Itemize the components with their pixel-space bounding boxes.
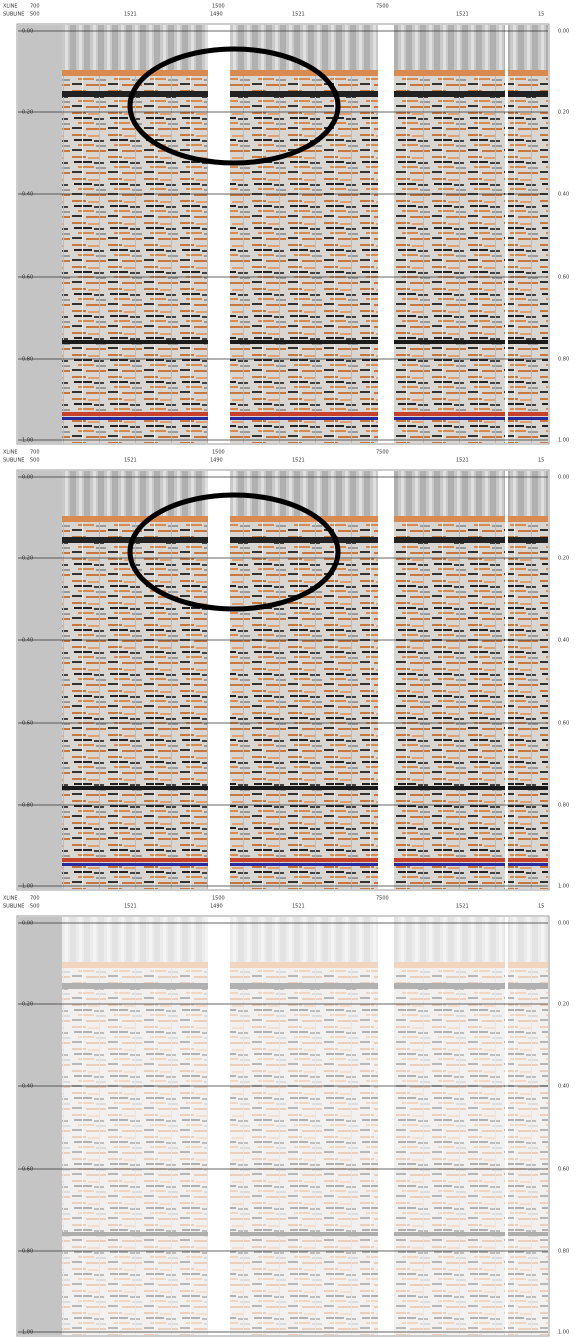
- time-label: 0.60: [22, 275, 33, 281]
- time-label: 0.60: [558, 721, 569, 727]
- axis-strip: [18, 471, 62, 889]
- header-label: XLINE: [3, 896, 18, 902]
- header-label: 1521: [124, 904, 137, 910]
- header-label: 15: [538, 458, 544, 464]
- time-label: 1.00: [558, 438, 569, 444]
- header-label: SUBLINE: [3, 12, 24, 18]
- gap: [208, 471, 230, 889]
- time-label: 0.00: [22, 921, 33, 927]
- header-label: 1521: [124, 12, 137, 18]
- time-label: 0.60: [558, 275, 569, 281]
- header-label: 1490: [210, 458, 223, 464]
- time-label: 0.00: [558, 921, 569, 927]
- seismic-data: [62, 917, 548, 1335]
- reflector: [62, 962, 548, 968]
- header-label: 7500: [376, 896, 389, 902]
- axis-strip: [18, 917, 62, 1335]
- gap: [505, 917, 508, 1335]
- time-label: 0.20: [558, 556, 569, 562]
- header-label: XLINE: [3, 4, 18, 10]
- reflector: [62, 983, 548, 989]
- gap: [505, 25, 508, 443]
- page: 0.00 0.00 0.20 0.20 0.40 0.40 0.60 0.60 0.80 0.80…: [0, 0, 578, 1338]
- time-label: 0.20: [22, 1002, 33, 1008]
- time-label: 0.00: [22, 29, 33, 35]
- time-label: 0.80: [22, 803, 33, 809]
- reflector: [62, 786, 548, 790]
- header-label: 1500: [212, 4, 225, 10]
- time-label: 0.00: [558, 475, 569, 481]
- time-label: 0.20: [22, 110, 33, 116]
- time-label: 0.80: [22, 357, 33, 363]
- header-label: 1490: [210, 12, 223, 18]
- header-label: 1521: [456, 904, 469, 910]
- header-label: SUBLINE: [3, 458, 24, 464]
- header-label: 1521: [456, 458, 469, 464]
- time-label: 0.60: [22, 1167, 33, 1173]
- header-label: 15: [538, 12, 544, 18]
- time-label: 0.00: [558, 29, 569, 35]
- reflector: [62, 516, 548, 522]
- header-label: 1500: [212, 450, 225, 456]
- header-label: SUBLINE: [3, 904, 24, 910]
- header-label: 700: [30, 4, 40, 10]
- section: [62, 917, 548, 1335]
- shallow-zone: [62, 917, 548, 962]
- time-label: 1.00: [22, 438, 33, 444]
- time-label: 0.40: [558, 1084, 569, 1090]
- time-label: 0.80: [558, 1249, 569, 1255]
- time-label: 0.20: [558, 110, 569, 116]
- gap: [208, 917, 230, 1335]
- strong-reflector: [62, 412, 548, 416]
- header-label: 1521: [292, 904, 305, 910]
- header-label: 7500: [376, 4, 389, 10]
- time-label: 0.20: [558, 1002, 569, 1008]
- seismic-panel: 0.00 0.00 0.20 0.20 0.40 0.40 0.60 0.60 0.80 0.80…: [0, 892, 578, 1338]
- gap: [378, 917, 394, 1335]
- header-label: 1521: [456, 12, 469, 18]
- header-label: 7500: [376, 450, 389, 456]
- reflector: [62, 1232, 548, 1236]
- time-label: 1.00: [558, 1330, 569, 1336]
- header-label: 15: [538, 904, 544, 910]
- time-label: 0.40: [22, 1084, 33, 1090]
- header-label: 500: [30, 12, 40, 18]
- header-label: XLINE: [3, 450, 18, 456]
- time-label: 0.80: [558, 357, 569, 363]
- header-label: 1521: [292, 458, 305, 464]
- header-label: 1490: [210, 904, 223, 910]
- header-label: 1521: [124, 458, 137, 464]
- time-label: 1.00: [558, 884, 569, 890]
- time-label: 0.80: [558, 803, 569, 809]
- seismic-panel: 0.00 0.00 0.20 0.20 0.40 0.40 0.60 0.60 0.80 0.80…: [0, 0, 578, 446]
- time-label: 1.00: [22, 884, 33, 890]
- time-label: 0.60: [558, 1167, 569, 1173]
- gap: [505, 471, 508, 889]
- time-label: 0.80: [22, 1249, 33, 1255]
- time-label: 0.40: [558, 638, 569, 644]
- gap: [378, 25, 394, 443]
- header-label: 500: [30, 904, 40, 910]
- reflector: [62, 70, 548, 76]
- header-label: 500: [30, 458, 40, 464]
- seismic-panel: 0.00 0.00 0.20 0.20 0.40 0.40 0.60 0.60 0.80 0.80…: [0, 446, 578, 892]
- reflector: [62, 340, 548, 344]
- header-label: 1500: [212, 896, 225, 902]
- gap: [208, 25, 230, 443]
- time-label: 0.40: [558, 192, 569, 198]
- gap: [378, 471, 394, 889]
- time-label: 0.60: [22, 721, 33, 727]
- time-label: 0.40: [22, 192, 33, 198]
- time-label: 0.00: [22, 475, 33, 481]
- header-label: 1521: [292, 12, 305, 18]
- time-label: 1.00: [22, 1330, 33, 1336]
- time-label: 0.40: [22, 638, 33, 644]
- axis-strip: [18, 25, 62, 443]
- strong-reflector: [62, 417, 548, 420]
- header-label: 700: [30, 450, 40, 456]
- strong-reflector: [62, 858, 548, 862]
- time-label: 0.20: [22, 556, 33, 562]
- header-label: 700: [30, 896, 40, 902]
- strong-reflector: [62, 863, 548, 866]
